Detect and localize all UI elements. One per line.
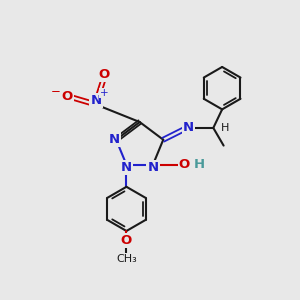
Text: O: O (61, 91, 73, 103)
Text: N: N (121, 161, 132, 174)
Text: O: O (121, 234, 132, 247)
Text: +: + (100, 88, 108, 98)
Text: −: − (50, 85, 60, 98)
Text: O: O (99, 68, 110, 81)
Text: O: O (179, 158, 190, 171)
Text: N: N (183, 122, 194, 134)
Text: N: N (109, 133, 120, 146)
Text: N: N (147, 161, 158, 174)
Text: CH₃: CH₃ (116, 254, 137, 264)
Text: H: H (194, 158, 205, 171)
Text: N: N (91, 94, 102, 107)
Text: H: H (221, 123, 229, 133)
